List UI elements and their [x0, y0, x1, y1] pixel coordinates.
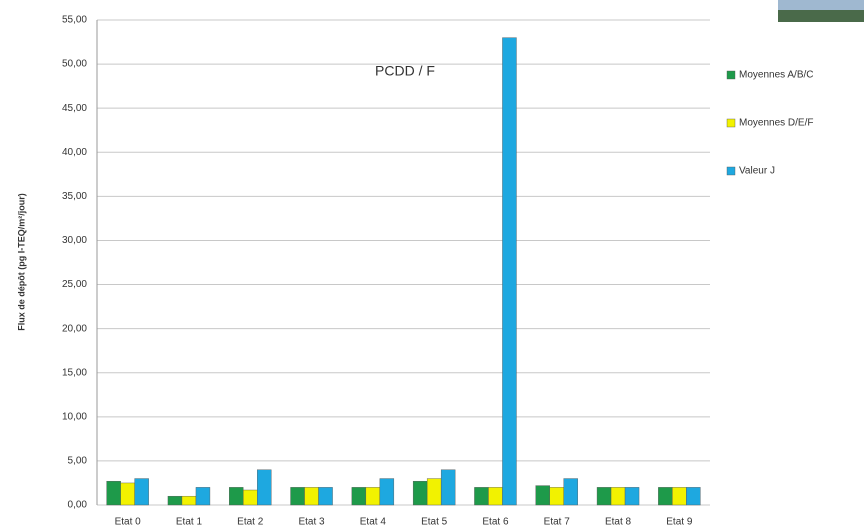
y-tick-label: 55,00: [62, 15, 87, 26]
bar: [243, 489, 258, 506]
bar: [120, 482, 135, 506]
y-tick-label: 45,00: [62, 103, 87, 114]
bar: [106, 480, 121, 506]
y-tick-label: 0,00: [68, 500, 88, 511]
y-tick-label: 10,00: [62, 411, 87, 422]
y-tick-label: 5,00: [68, 456, 88, 467]
y-tick-label: 25,00: [62, 279, 87, 290]
x-tick-label: Etat 7: [544, 517, 571, 528]
x-tick-label: Etat 2: [237, 517, 264, 528]
bar: [351, 487, 367, 506]
bar: [257, 469, 272, 506]
x-tick-label: Etat 8: [605, 517, 632, 528]
bar: [672, 487, 687, 506]
bar: [549, 487, 564, 506]
bar: [195, 487, 211, 506]
bar: [167, 495, 183, 506]
x-tick-label: Etat 3: [298, 517, 325, 528]
bar: [474, 487, 489, 506]
x-tick-label: Etat 4: [360, 517, 387, 528]
bar: [658, 487, 673, 506]
y-tick-label: 50,00: [62, 59, 87, 70]
bar: [318, 487, 333, 506]
bar: [229, 487, 244, 506]
bar: [304, 487, 319, 506]
bar: [563, 478, 578, 506]
x-tick-label: Etat 1: [176, 517, 203, 528]
y-tick-label: 35,00: [62, 191, 87, 202]
y-axis-label: Flux de dépôt (pg I-TEQ/m²/jour): [16, 193, 26, 331]
x-tick-label: Etat 9: [666, 517, 693, 528]
bar: [426, 478, 442, 506]
legend-swatch: [726, 118, 736, 128]
y-tick-label: 40,00: [62, 147, 87, 158]
bar: [596, 487, 612, 506]
legend-label: Valeur J: [739, 166, 775, 177]
bar: [181, 495, 197, 506]
bar: [610, 487, 626, 506]
x-tick-label: Etat 6: [482, 517, 509, 528]
y-tick-label: 30,00: [62, 235, 87, 246]
y-tick-label: 15,00: [62, 367, 87, 378]
bar: [686, 487, 701, 506]
thumbnail-sky: [778, 0, 864, 10]
legend-swatch: [726, 70, 736, 80]
bar: [624, 487, 640, 506]
legend-swatch: [726, 166, 736, 176]
chart-title: PCDD / F: [375, 63, 435, 79]
bar: [365, 487, 381, 506]
bar: [379, 478, 395, 506]
bar: [412, 480, 428, 506]
x-tick-label: Etat 5: [421, 517, 448, 528]
bar: [502, 37, 517, 506]
bar: [290, 487, 305, 506]
legend-label: Moyennes D/E/F: [739, 118, 813, 129]
bar: [535, 485, 550, 506]
bar: [488, 487, 503, 506]
x-tick-label: Etat 0: [115, 517, 142, 528]
bar: [440, 469, 456, 506]
y-tick-label: 20,00: [62, 323, 87, 334]
legend-label: Moyennes A/B/C: [739, 70, 813, 81]
bar: [134, 478, 149, 506]
